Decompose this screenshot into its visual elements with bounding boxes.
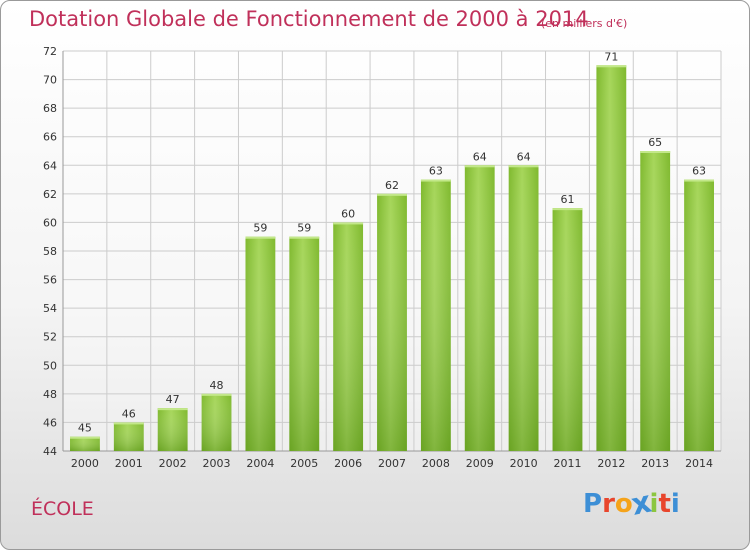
bar-value-label: 64 bbox=[473, 150, 487, 163]
logo-letter: r bbox=[602, 489, 615, 519]
bar-shade-2000 bbox=[70, 436, 100, 451]
y-tick-label: 50 bbox=[43, 359, 57, 372]
bar-highlight-2009 bbox=[464, 165, 495, 168]
bar-layer bbox=[70, 65, 714, 452]
label-layer: 44 46 48 50 52 54 56 58 60 62 64 66 68 70 72 45 2000 46 20… bbox=[43, 45, 713, 470]
bar-highlight-2000 bbox=[70, 436, 100, 439]
y-tick-label: 56 bbox=[43, 274, 57, 287]
bar-value-label: 59 bbox=[253, 222, 267, 235]
bar-highlight-2011 bbox=[552, 208, 583, 211]
y-tick-label: 70 bbox=[43, 74, 57, 87]
bar-shade-2002 bbox=[157, 408, 188, 451]
bar-highlight-2013 bbox=[640, 151, 671, 153]
bar-highlight-2014 bbox=[684, 179, 714, 182]
x-tick-label: 2010 bbox=[510, 457, 538, 470]
y-tick-label: 52 bbox=[43, 331, 57, 344]
x-tick-label: 2004 bbox=[246, 457, 274, 470]
commune-name: ÉCOLE bbox=[31, 498, 94, 520]
bar-shade-2001 bbox=[113, 422, 144, 451]
logo-letter: i bbox=[670, 489, 680, 519]
bar-value-label: 65 bbox=[648, 136, 662, 149]
y-tick-label: 58 bbox=[43, 245, 57, 258]
x-tick-label: 2007 bbox=[378, 457, 406, 470]
x-tick-label: 2009 bbox=[466, 457, 494, 470]
x-tick-label: 2012 bbox=[597, 457, 625, 470]
bar-shade-2004 bbox=[245, 236, 276, 451]
bar-shade-2011 bbox=[552, 208, 583, 451]
bar-value-label: 48 bbox=[210, 379, 224, 392]
bar-highlight-2001 bbox=[113, 422, 144, 425]
proxiti-logo: Proxiti bbox=[583, 485, 680, 523]
bar-shade-2010 bbox=[508, 165, 539, 452]
bar-highlight-2008 bbox=[420, 179, 451, 182]
bar-shade-2008 bbox=[420, 179, 451, 452]
bar-highlight-2003 bbox=[201, 393, 232, 396]
bar-value-label: 47 bbox=[166, 393, 180, 406]
x-tick-label: 2006 bbox=[334, 457, 362, 470]
bar-highlight-2004 bbox=[245, 236, 276, 239]
y-tick-label: 62 bbox=[43, 188, 57, 201]
logo-letter: P bbox=[583, 489, 603, 519]
bar-value-label: 64 bbox=[517, 150, 531, 163]
x-tick-label: 2003 bbox=[203, 457, 231, 470]
chart-title: Dotation Globale de Fonctionnement de 20… bbox=[29, 7, 589, 31]
logo-letter: o bbox=[614, 489, 633, 519]
y-tick-label: 48 bbox=[43, 388, 57, 401]
y-tick-label: 46 bbox=[43, 416, 57, 429]
bar-shade-2014 bbox=[684, 179, 714, 452]
x-tick-label: 2008 bbox=[422, 457, 450, 470]
x-tick-label: 2001 bbox=[115, 457, 143, 470]
bar-value-label: 46 bbox=[122, 407, 136, 420]
x-tick-label: 2013 bbox=[641, 457, 669, 470]
bar-highlight-2012 bbox=[596, 65, 627, 68]
y-tick-label: 64 bbox=[43, 159, 57, 172]
logo-letter: i bbox=[649, 489, 659, 519]
bar-value-label: 71 bbox=[604, 50, 618, 63]
x-tick-label: 2000 bbox=[71, 457, 99, 470]
bar-value-label: 62 bbox=[385, 179, 399, 192]
bar-shade-2012 bbox=[596, 65, 627, 452]
x-tick-label: 2014 bbox=[685, 457, 713, 470]
bar-value-label: 63 bbox=[429, 165, 443, 178]
bar-value-label: 63 bbox=[692, 165, 706, 178]
y-tick-label: 44 bbox=[43, 445, 57, 458]
bar-highlight-2005 bbox=[289, 236, 320, 239]
y-tick-label: 68 bbox=[43, 102, 57, 115]
bar-shade-2005 bbox=[289, 236, 320, 451]
chart-subtitle: (en milliers d'€) bbox=[541, 17, 628, 30]
bar-shade-2009 bbox=[464, 165, 495, 452]
y-tick-label: 54 bbox=[43, 302, 57, 315]
x-tick-label: 2005 bbox=[290, 457, 318, 470]
bar-shade-2006 bbox=[333, 222, 364, 451]
bar-value-label: 61 bbox=[560, 193, 574, 206]
bar-highlight-2010 bbox=[508, 165, 539, 168]
bar-highlight-2002 bbox=[157, 408, 188, 411]
bar-shade-2003 bbox=[201, 393, 232, 451]
bar-value-label: 60 bbox=[341, 207, 355, 220]
bar-highlight-2007 bbox=[377, 193, 407, 196]
bar-value-label: 45 bbox=[78, 422, 92, 435]
bar-value-label: 59 bbox=[297, 222, 311, 235]
y-tick-label: 72 bbox=[43, 45, 57, 58]
x-tick-label: 2011 bbox=[553, 457, 581, 470]
x-tick-label: 2002 bbox=[159, 457, 187, 470]
logo-letter: t bbox=[658, 489, 671, 519]
bar-shade-2007 bbox=[377, 193, 407, 451]
bar-shade-2013 bbox=[640, 151, 671, 451]
y-tick-label: 66 bbox=[43, 131, 57, 144]
y-tick-label: 60 bbox=[43, 216, 57, 229]
bar-highlight-2006 bbox=[333, 222, 364, 225]
